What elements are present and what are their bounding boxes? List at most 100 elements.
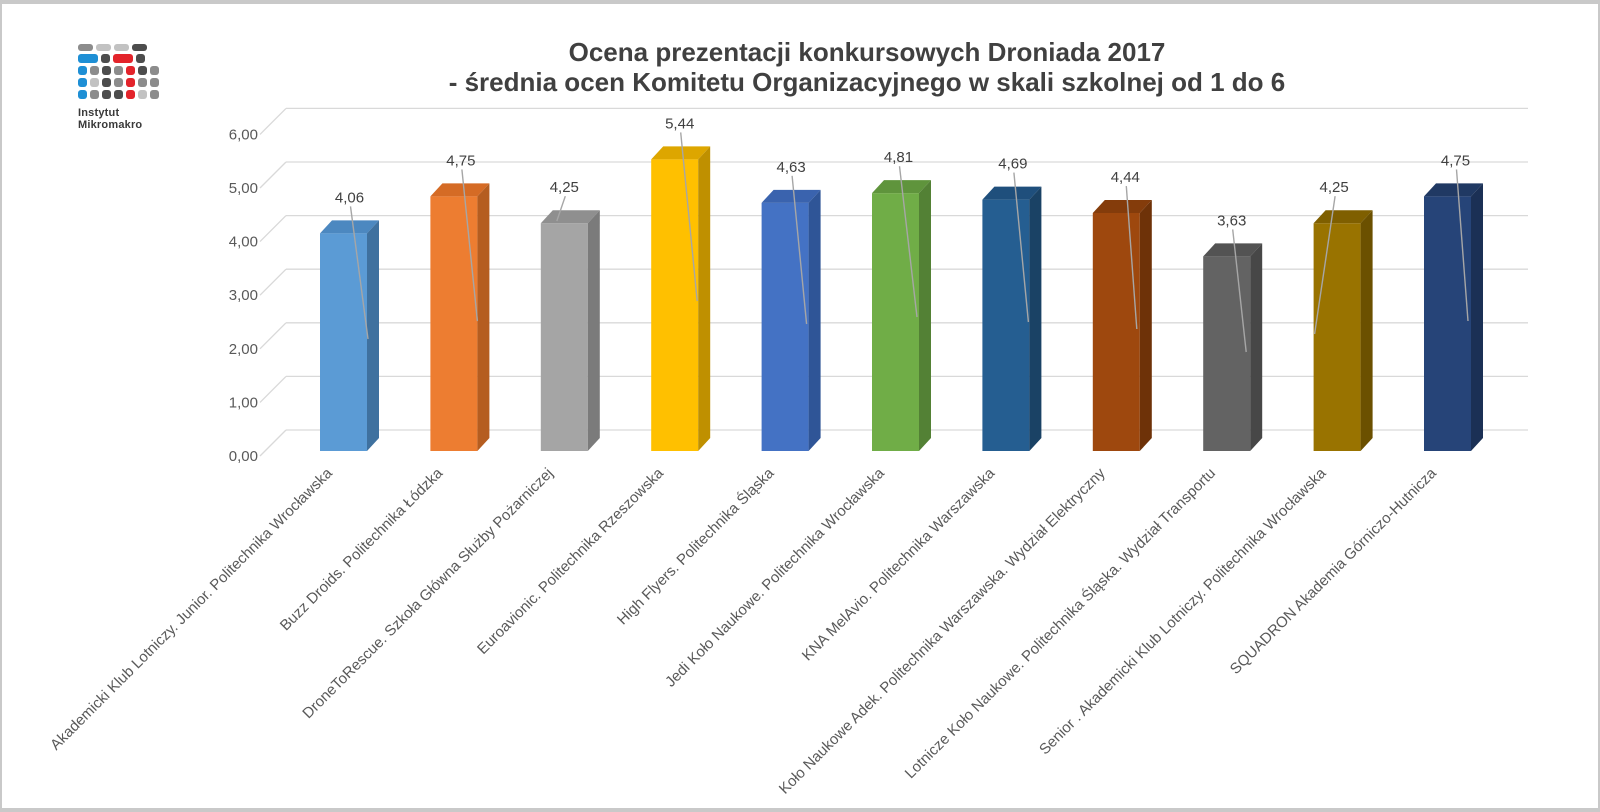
bar-value-label: 4,69 — [998, 156, 1027, 173]
bar-side-face[interactable] — [367, 220, 379, 451]
data-label-leader-line — [349, 206, 369, 340]
logo-dot — [101, 54, 110, 63]
logo-row — [78, 54, 188, 63]
bar-side-face[interactable] — [1360, 210, 1373, 451]
data-label-leader-line — [1455, 169, 1469, 322]
bar-top-face[interactable] — [430, 183, 490, 197]
bar-value-label: 4,63 — [776, 159, 805, 176]
logo-dot — [90, 78, 99, 87]
data-label-leader-line — [1232, 229, 1247, 353]
data-label-leader-line — [1013, 172, 1030, 323]
bar-side-face[interactable] — [477, 183, 490, 451]
logo-row — [78, 90, 188, 99]
bar-top-face[interactable] — [761, 189, 821, 203]
bar-front-face[interactable] — [982, 199, 1030, 451]
x-axis-category-label: KNA MelAvio. Politechnika Warszawska — [799, 464, 999, 664]
y-axis-tick — [259, 268, 287, 296]
bar-top-face[interactable] — [1092, 200, 1152, 214]
x-axis-category-label: SQUADRON Akademia Górniczo-Hutnicza — [1227, 464, 1440, 677]
logo-dot — [138, 66, 147, 75]
bar-value-label: 4,44 — [1111, 169, 1140, 186]
chart-title-line2: - średnia ocen Komitetu Organizacyjnego … — [448, 67, 1286, 97]
x-axis-category-label: DroneToRescue. Szkoła Główna Służby Poża… — [299, 465, 556, 722]
logo-dash — [96, 44, 111, 51]
logo-dot — [138, 90, 147, 99]
logo-dot — [114, 66, 123, 75]
bar-front-face[interactable] — [872, 193, 919, 451]
chart-title: Ocena prezentacji konkursowych Droniada … — [302, 37, 1432, 97]
logo-row — [78, 66, 188, 75]
logo-line2: Mikromakro — [78, 119, 143, 131]
bar-front-face[interactable] — [651, 159, 699, 451]
bar-value-label: 4,25 — [1319, 179, 1348, 196]
bar-side-face[interactable] — [1471, 183, 1483, 451]
bar-side-face[interactable] — [698, 146, 711, 451]
bar-front-face[interactable] — [761, 202, 809, 451]
logo-line1: Instytut — [78, 107, 120, 119]
x-axis-category-label: Jedi Koło Naukowe. Politechnika Wrocławs… — [662, 464, 888, 690]
bar-top-face[interactable] — [320, 220, 379, 234]
bar-side-face[interactable] — [587, 210, 600, 451]
y-axis-tick-label: 1,00 — [229, 394, 258, 411]
logo-dash — [114, 44, 129, 51]
bar-value-label: 4,75 — [1441, 152, 1470, 169]
bar-front-face[interactable] — [540, 223, 588, 451]
bar-side-face[interactable] — [919, 180, 931, 451]
data-label-leader-line — [898, 166, 918, 318]
bar-top-face[interactable] — [651, 146, 711, 160]
data-label-leader-line — [556, 195, 566, 222]
bar-side-face[interactable] — [808, 189, 821, 451]
bar-front-face[interactable] — [430, 196, 478, 451]
logo-dot — [126, 78, 135, 87]
bar-side-face[interactable] — [1250, 243, 1263, 451]
bar-value-label: 4,81 — [884, 149, 913, 166]
y-axis-tick-label: 3,00 — [229, 287, 258, 304]
logo-dot — [102, 66, 111, 75]
logo-dot — [136, 54, 145, 63]
y-axis-tick-label: 4,00 — [229, 234, 258, 251]
logo-dash — [78, 44, 93, 51]
logo-dot — [150, 78, 159, 87]
logo-dot — [126, 66, 135, 75]
logo-dot — [78, 78, 87, 87]
bar-top-face[interactable] — [1203, 243, 1263, 257]
y-axis-tick — [259, 107, 287, 135]
y-axis-tick-label: 0,00 — [229, 448, 258, 465]
bar-top-face[interactable] — [982, 186, 1042, 200]
logo-row — [78, 78, 188, 87]
y-axis-tick — [259, 375, 287, 403]
bar-front-face[interactable] — [1092, 213, 1140, 451]
logo-dot — [90, 90, 99, 99]
bar-top-face[interactable] — [540, 210, 600, 224]
bar-front-face[interactable] — [1313, 223, 1361, 451]
logo-dot — [138, 78, 147, 87]
bar-front-face[interactable] — [320, 233, 367, 451]
logo-dot — [150, 66, 159, 75]
bar-side-face[interactable] — [1029, 186, 1042, 451]
logo-dot — [150, 90, 159, 99]
logo-wdash — [78, 54, 98, 63]
logo-dot — [78, 90, 87, 99]
bar-value-label: 4,25 — [550, 179, 579, 196]
bar-front-face[interactable] — [1203, 256, 1251, 451]
chart-plot-area: 0,001,002,003,004,005,006,004,06Akademic… — [47, 107, 1528, 798]
y-axis-tick — [259, 161, 287, 189]
bar-value-label: 4,75 — [446, 152, 475, 169]
bar-top-face[interactable] — [1313, 210, 1373, 224]
logo-text: Instytut Mikromakro — [78, 107, 188, 131]
logo-dot — [114, 78, 123, 87]
bar-top-face[interactable] — [1424, 183, 1483, 197]
bar-value-label: 3,63 — [1217, 212, 1246, 229]
bar-front-face[interactable] — [1424, 196, 1471, 451]
bar-side-face[interactable] — [1139, 200, 1152, 451]
logo-row — [78, 44, 188, 51]
y-axis-tick-label: 2,00 — [229, 341, 258, 358]
y-axis-tick — [259, 215, 287, 243]
data-label-leader-line — [461, 169, 479, 322]
y-axis-tick — [259, 429, 287, 457]
data-label-leader-line — [680, 132, 698, 302]
y-axis-tick — [259, 322, 287, 350]
logo-dot — [126, 90, 135, 99]
bar-value-label: 5,44 — [665, 115, 694, 132]
